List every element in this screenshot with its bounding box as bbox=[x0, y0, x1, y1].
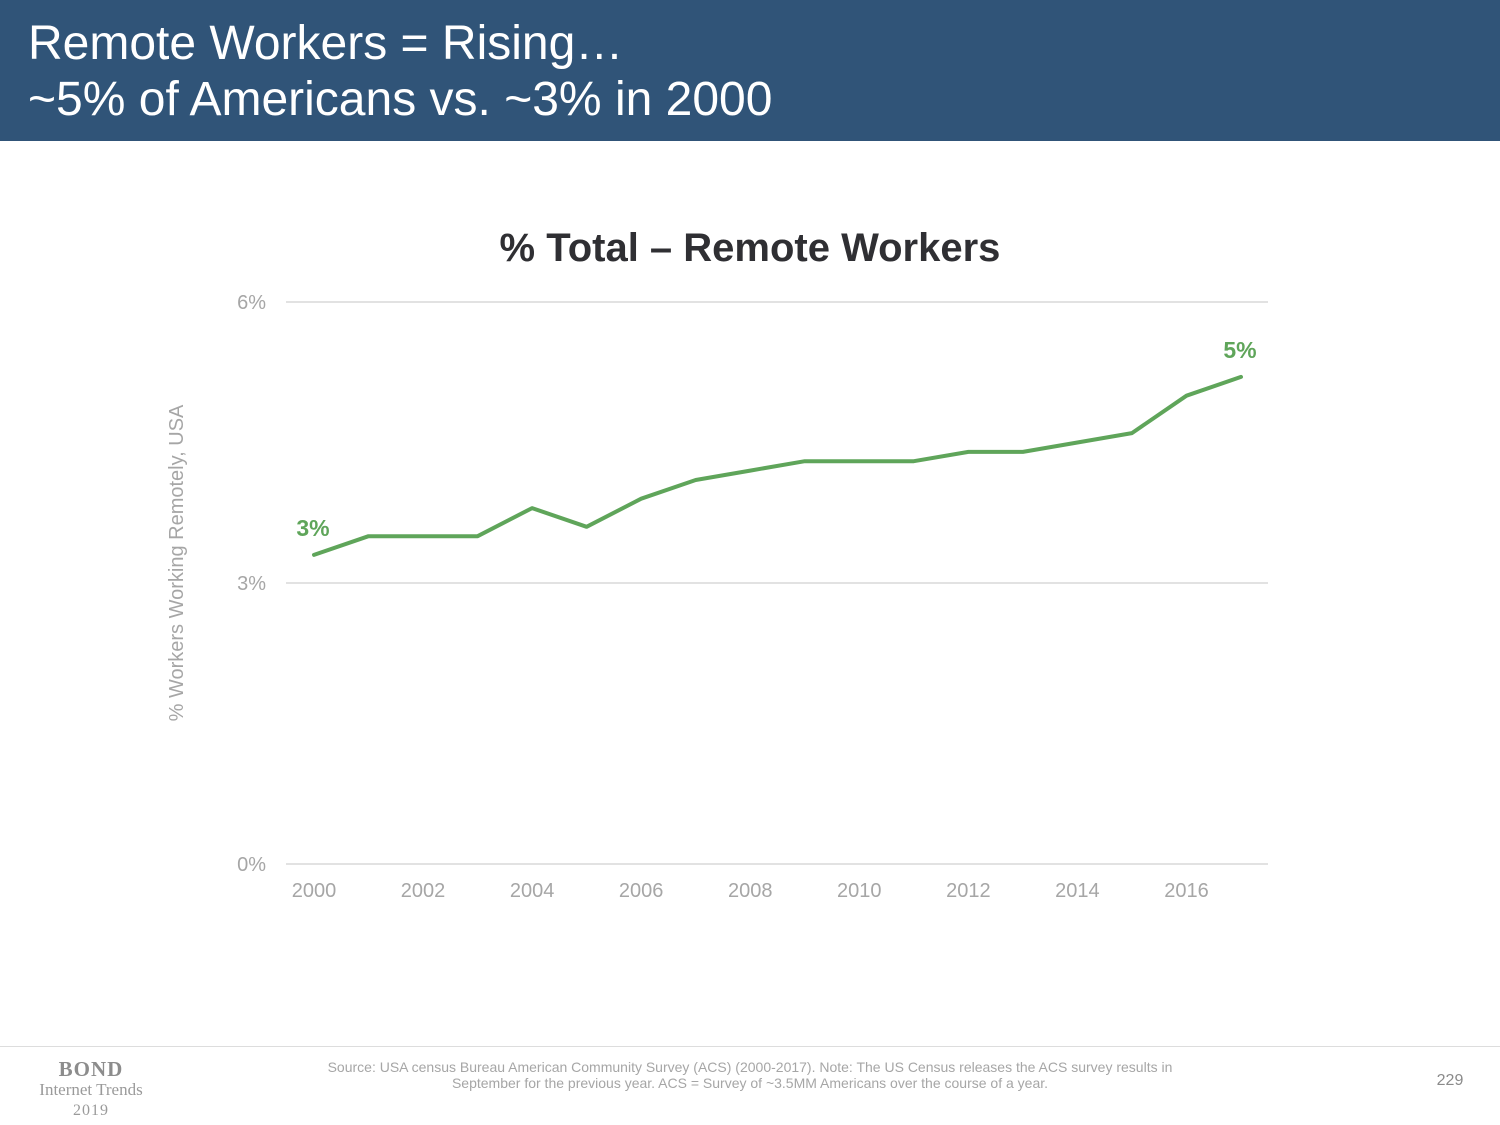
x-tick-label: 2008 bbox=[728, 880, 773, 902]
bond-year: 2019 bbox=[73, 1102, 109, 1119]
x-tick-label: 2002 bbox=[401, 880, 446, 902]
y-tick-label: 0% bbox=[237, 854, 266, 876]
x-tick-label: 2006 bbox=[619, 880, 664, 902]
slide-title-line1: Remote Workers = Rising… bbox=[28, 17, 624, 70]
data-label: 5% bbox=[1223, 337, 1256, 363]
x-tick-label: 2014 bbox=[1055, 880, 1100, 902]
y-tick-label: 6% bbox=[237, 292, 266, 314]
x-tick-label: 2004 bbox=[510, 880, 555, 902]
x-tick-label: 2016 bbox=[1164, 880, 1209, 902]
chart-title: % Total – Remote Workers bbox=[499, 226, 1001, 270]
footer-divider bbox=[0, 1046, 1500, 1047]
y-tick-label: 3% bbox=[237, 573, 266, 595]
slide-title-line2: ~5% of Americans vs. ~3% in 2000 bbox=[28, 73, 773, 126]
page-number: 229 bbox=[1436, 1072, 1464, 1089]
bond-logo: BOND bbox=[58, 1057, 124, 1081]
data-label: 3% bbox=[296, 515, 329, 541]
slide-header: Remote Workers = Rising… ~5% of American… bbox=[0, 0, 1500, 141]
series-line bbox=[312, 374, 1243, 557]
source-line-1: Source: USA census Bureau American Commu… bbox=[327, 1059, 1173, 1075]
source-line-2: September for the previous year. ACS = S… bbox=[451, 1075, 1049, 1091]
source-note: Source: USA census Bureau American Commu… bbox=[250, 1059, 1250, 1091]
x-tick-label: 2000 bbox=[292, 880, 337, 902]
y-axis-label: % Workers Working Remotely, USA bbox=[166, 404, 188, 721]
x-tick-label: 2010 bbox=[837, 880, 882, 902]
x-tick-label: 2012 bbox=[946, 880, 991, 902]
bond-subtitle: Internet Trends bbox=[39, 1080, 143, 1099]
